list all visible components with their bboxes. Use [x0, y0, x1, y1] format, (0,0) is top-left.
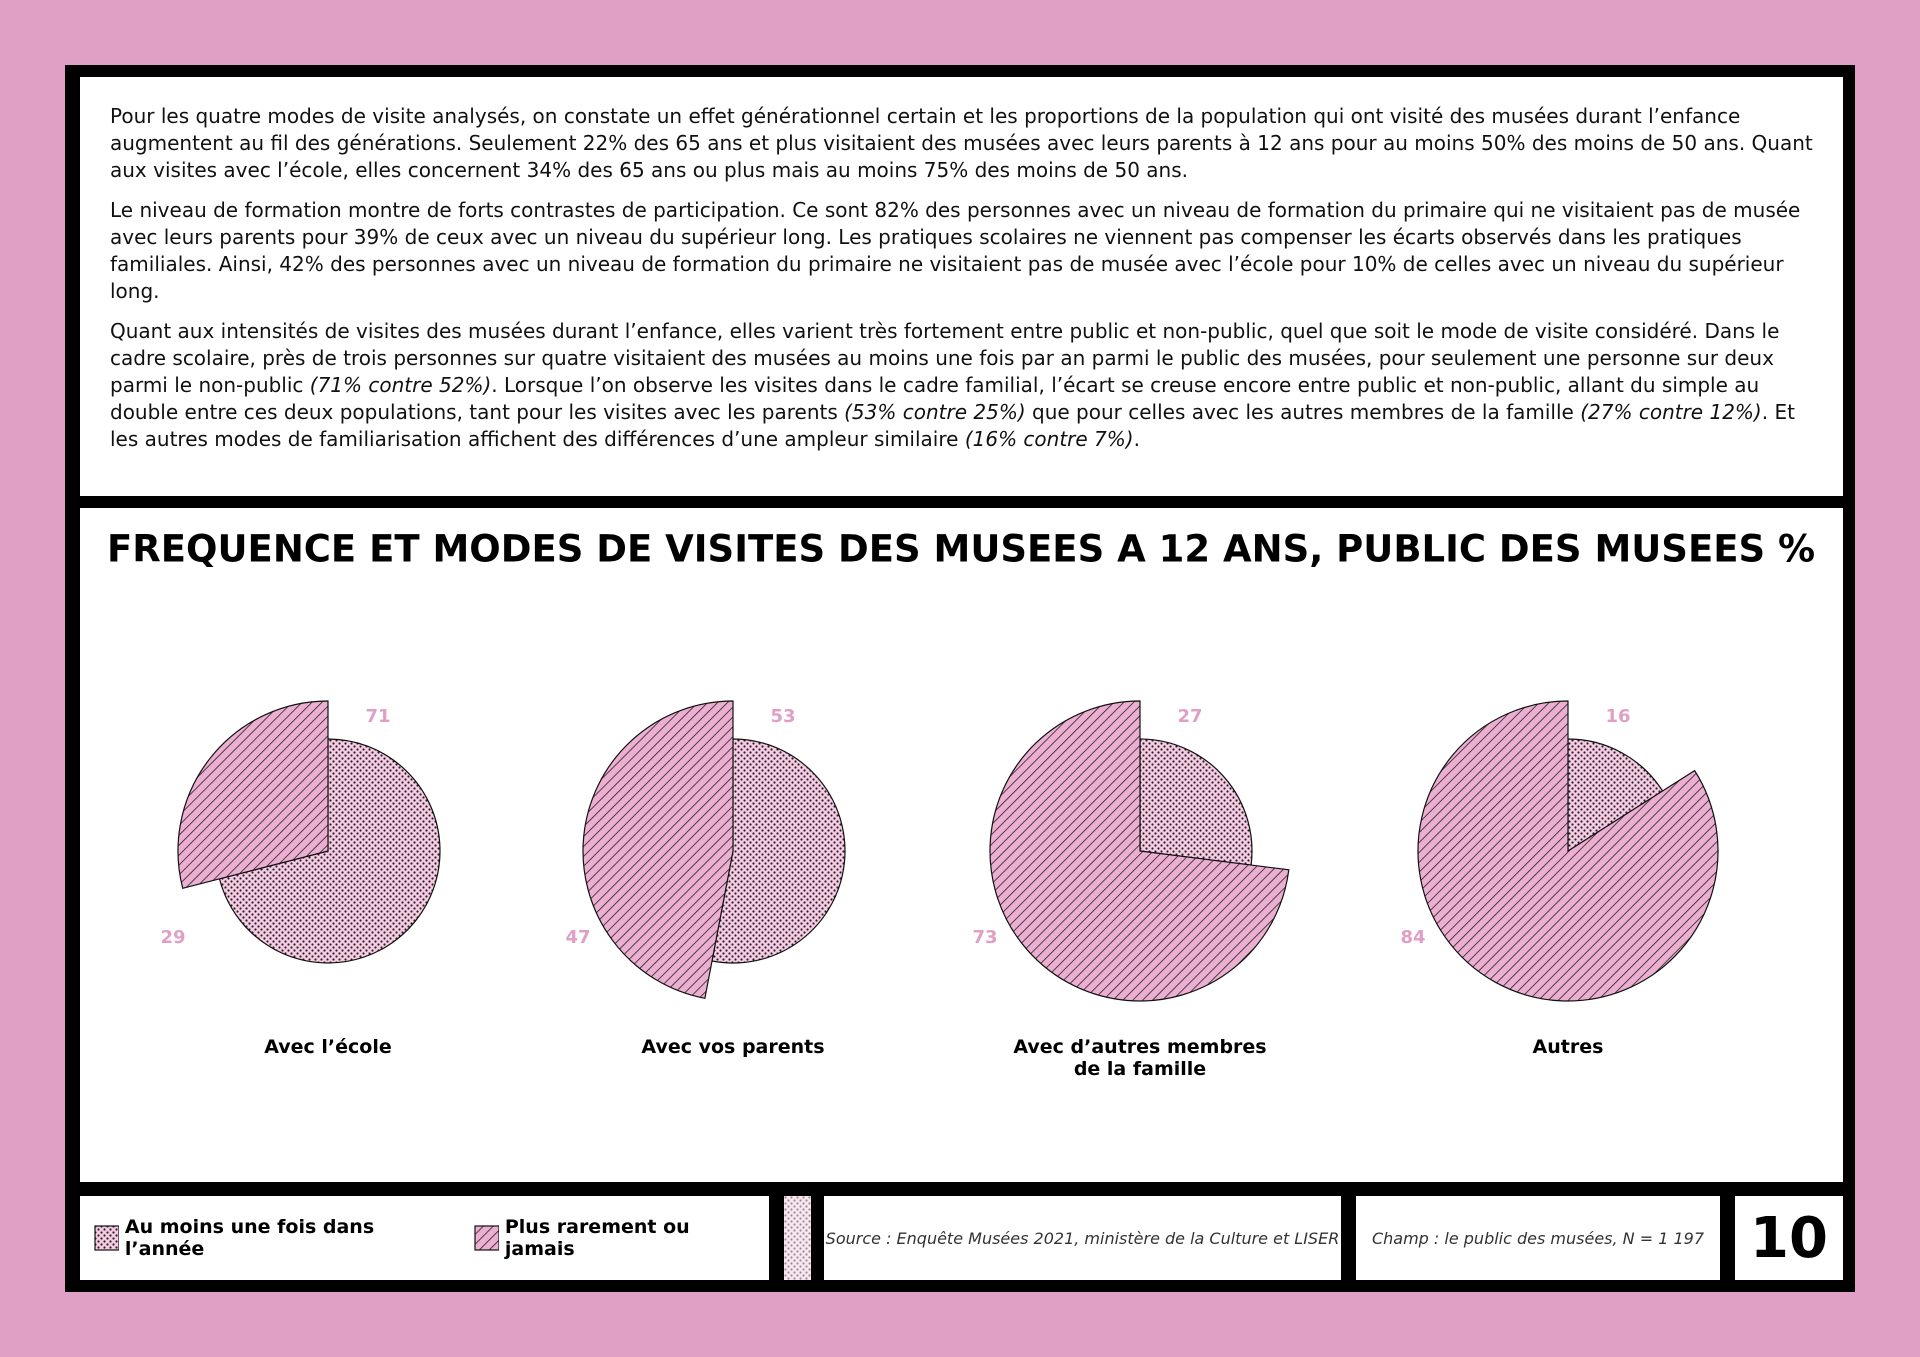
category-label: Avec l’école [264, 1036, 392, 1058]
text: . Lorsque l’on observe les visites dans … [110, 373, 1760, 424]
text: . Et les autres modes de familiarisation… [110, 400, 1795, 451]
value-label: 16 [1605, 706, 1630, 727]
legend-item: Au moins une fois dans l’année [94, 1216, 446, 1260]
pattern-swatch [784, 1196, 811, 1280]
category-label: Avec vos parents [641, 1036, 825, 1058]
value-label: 73 [972, 927, 997, 948]
scope: Champ : le public des musées, N = 1 197 [1356, 1196, 1720, 1280]
value-label: 27 [1177, 706, 1202, 727]
italic-text: (16% contre 7%) [964, 427, 1134, 451]
pie-slice [582, 700, 734, 1000]
legend-label: Au moins une fois dans l’année [124, 1216, 375, 1260]
legend-swatch [94, 1225, 119, 1251]
value-label: 71 [365, 706, 390, 727]
paragraph: Le niveau de formation montre de forts c… [110, 197, 1813, 305]
pattern-strip [784, 1196, 811, 1280]
text: que pour celles avec les autres membres … [1025, 400, 1581, 424]
pie-slice [1417, 700, 1719, 1002]
paragraph: Quant aux intensités de visites des musé… [110, 318, 1813, 453]
text: Le niveau de formation montre de forts c… [110, 198, 1801, 303]
text: . [1133, 427, 1140, 451]
chart-panel: FREQUENCE ET MODES DE VISITES DES MUSEES… [80, 508, 1843, 1182]
text: Pour les quatre modes de visite analysés… [110, 104, 1813, 182]
legend-label: Plus rarement ou jamais [504, 1216, 690, 1260]
legend-item: Plus rarement ou jamais [474, 1216, 755, 1260]
italic-text: (27% contre 12%) [1580, 400, 1762, 424]
pie-slice [177, 700, 329, 890]
value-label: 53 [770, 706, 795, 727]
text: Quant aux intensités de visites des musé… [110, 319, 1780, 397]
swatch [94, 1225, 119, 1251]
pie-slice [1567, 738, 1664, 853]
category-label: Autres [1532, 1036, 1604, 1058]
chart: FREQUENCE ET MODES DE VISITES DES MUSEES… [107, 528, 1815, 1002]
text-block: Pour les quatre modes de visite analysés… [80, 77, 1843, 496]
swatch [474, 1225, 499, 1251]
value-label: 84 [1400, 927, 1425, 948]
italic-text: (71% contre 52%) [309, 373, 492, 397]
pie-slice [711, 738, 846, 964]
value-label: 29 [160, 927, 185, 948]
italic-text: (53% contre 25%) [844, 400, 1026, 424]
pie-slice [1139, 738, 1253, 866]
legend-swatch [474, 1225, 499, 1251]
chart-title: FREQUENCE ET MODES DE VISITES DES MUSEES… [107, 528, 1815, 571]
value-label: 47 [565, 927, 590, 948]
page-number: 10 [1735, 1196, 1843, 1280]
category-label: Avec d’autres membres de la famille [1013, 1036, 1267, 1080]
pie-slice [218, 738, 441, 964]
source: Source : Enquête Musées 2021, ministère … [824, 1196, 1341, 1280]
pie-slice [989, 700, 1290, 1002]
paragraph: Pour les quatre modes de visite analysés… [110, 103, 1813, 184]
legend: Au moins une fois dans l’année Plus rarem… [80, 1196, 769, 1280]
